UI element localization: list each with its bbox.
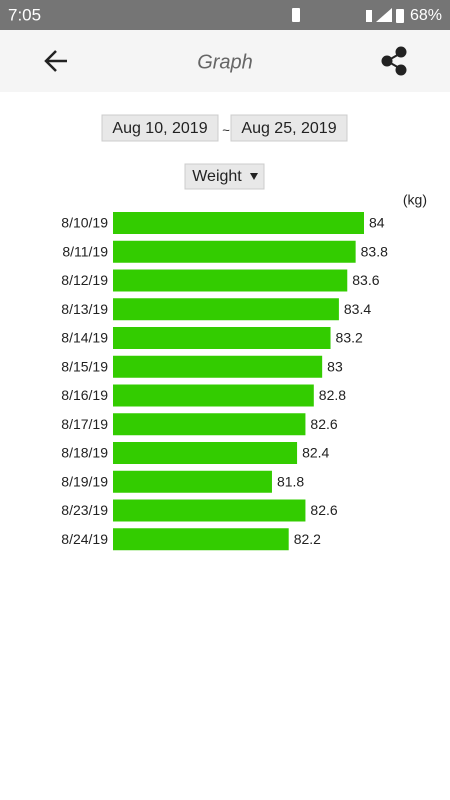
- toolbar: [0, 30, 450, 92]
- category-label: 8/11/19: [62, 243, 108, 259]
- category-label: 8/23/19: [61, 502, 108, 518]
- category-label: 8/14/19: [61, 330, 108, 346]
- value-label: 82.8: [319, 387, 346, 403]
- bar: [113, 269, 348, 292]
- metric-label: Weight: [192, 168, 242, 185]
- bar: [113, 327, 331, 349]
- value-label: 84: [369, 215, 385, 231]
- end-date-button[interactable]: [230, 114, 348, 142]
- category-label: 8/10/19: [61, 215, 108, 231]
- start-date: Aug 10, 2019: [112, 120, 207, 137]
- bar: [113, 384, 314, 407]
- status-battery: 68%: [410, 7, 442, 24]
- bar: [113, 298, 339, 321]
- bar: [113, 212, 364, 234]
- value-label: 82.4: [302, 445, 329, 461]
- value-label: 83.8: [361, 243, 388, 259]
- category-label: 8/15/19: [61, 358, 108, 374]
- bar: [113, 355, 323, 378]
- value-label: 83.6: [352, 272, 379, 288]
- unit-label: (kg): [403, 192, 427, 208]
- value-label: 82.2: [294, 531, 321, 547]
- share-button[interactable]: [381, 46, 407, 76]
- end-date: Aug 25, 2019: [241, 120, 336, 137]
- back-button[interactable]: [44, 50, 67, 72]
- metric-dropdown[interactable]: [184, 163, 265, 190]
- start-date-button[interactable]: [101, 114, 219, 142]
- bar: [113, 442, 298, 464]
- status-time: 7:05: [8, 5, 41, 24]
- category-label: 8/13/19: [61, 301, 108, 317]
- value-label: 82.6: [310, 502, 337, 518]
- value-label: 83.2: [336, 330, 363, 346]
- category-label: 8/19/19: [61, 473, 108, 489]
- value-label: 83: [327, 358, 343, 374]
- value-label: 81.8: [277, 473, 304, 489]
- category-label: 8/16/19: [61, 387, 108, 403]
- bar: [113, 470, 272, 493]
- category-label: 8/17/19: [61, 416, 108, 432]
- value-label: 82.6: [310, 416, 337, 432]
- toolbar-title: Graph: [197, 51, 253, 73]
- status-icons: [292, 8, 404, 23]
- category-label: 8/24/19: [61, 531, 108, 547]
- bar: [113, 413, 306, 436]
- dropdown-arrow: [250, 173, 258, 180]
- date-separator: ~: [222, 122, 230, 137]
- value-label: 83.4: [344, 301, 371, 317]
- bar: [113, 240, 356, 263]
- bar: [113, 499, 306, 522]
- bar: [113, 528, 289, 551]
- category-label: 8/12/19: [61, 272, 108, 288]
- status-bar: [0, 0, 450, 30]
- category-label: 8/18/19: [61, 445, 108, 461]
